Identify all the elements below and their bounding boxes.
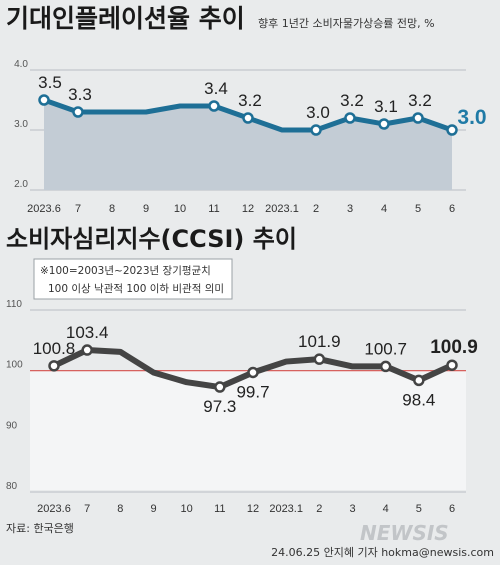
- chart1-xtick: 2023.1: [265, 203, 299, 215]
- chart1-xtick: 3: [347, 203, 353, 215]
- chart2-point: [313, 353, 326, 365]
- chart1-xtick: 12: [242, 203, 254, 215]
- chart1-title: 기대인플레이션율 추이: [6, 4, 245, 33]
- chart1-point: [208, 100, 220, 112]
- chart2-data-label: 100.7: [364, 339, 407, 358]
- chart1-xtick: 10: [174, 203, 186, 215]
- chart1-ytick: 2.0: [14, 179, 28, 190]
- chart2-xtick: 12: [247, 503, 259, 515]
- chart1-point: [344, 112, 356, 124]
- chart1-ytick: 4.0: [14, 59, 28, 70]
- chart1-point: [242, 112, 254, 124]
- chart2-xtick: 2023.6: [37, 503, 71, 515]
- chart2-title: 소비자심리지수(CCSI) 추이: [6, 225, 297, 253]
- chart1-ytick: 3.0: [14, 119, 28, 130]
- chart2-data-label: 99.7: [236, 382, 269, 401]
- chart1-data-label: 3.2: [408, 91, 432, 110]
- note-box: [33, 258, 233, 300]
- chart2-ytick: 100: [6, 360, 23, 371]
- chart2-plot: [30, 344, 466, 490]
- chart1-point: [446, 124, 458, 136]
- chart2-x-axis: 2023.6 7 8 9 10 11 12 2023.1 2 3 4 5 6: [37, 503, 455, 515]
- chart1-xtick: 2023.6: [27, 203, 61, 215]
- chart2-pessimism-band: [30, 370, 466, 490]
- chart1-point: [310, 124, 322, 136]
- chart1-data-label: 3.3: [68, 85, 92, 104]
- chart1-xtick: 6: [449, 203, 455, 215]
- chart1-xtick: 2: [313, 203, 319, 215]
- chart2-point: [413, 374, 425, 387]
- chart2-point: [81, 344, 93, 356]
- credit-text: 24.06.25 안지혜 기자 hokma@newsis.com: [271, 546, 494, 559]
- chart2-xtick: 6: [449, 503, 455, 515]
- chart2-xtick: 7: [84, 503, 90, 515]
- chart1-data-label: 3.0: [457, 106, 486, 129]
- chart1-xtick: 4: [381, 203, 387, 215]
- chart1-data-label: 3.0: [306, 103, 330, 122]
- chart2-data-label: 101.9: [298, 332, 341, 351]
- chart1-point: [412, 112, 424, 124]
- chart2-xtick: 4: [383, 503, 389, 515]
- chart2-point: [247, 366, 259, 379]
- chart1-data-label: 3.5: [38, 73, 62, 92]
- chart2-xtick: 9: [150, 503, 156, 515]
- chart2-xtick: 8: [117, 503, 123, 515]
- chart2-point: [379, 360, 392, 373]
- chart2-data-label: 100.8: [33, 339, 76, 358]
- note-line-1: ※100=2003년~2023년 장기평균치: [40, 265, 211, 277]
- chart1-xtick: 8: [109, 203, 115, 215]
- chart1-data-label: 3.2: [340, 91, 364, 110]
- chart2-ytick: 110: [6, 299, 22, 310]
- chart2-ytick: 90: [6, 420, 18, 431]
- chart2-xtick: 2: [316, 503, 322, 515]
- chart1-xtick: 7: [75, 203, 81, 215]
- chart1-point: [72, 106, 84, 118]
- chart2-xtick: 2023.1: [269, 503, 303, 515]
- chart2-ytick: 80: [6, 481, 18, 492]
- chart1-xtick: 5: [415, 203, 421, 215]
- chart2-data-label: 100.9: [430, 337, 478, 358]
- chart1-xtick: 11: [208, 203, 219, 215]
- chart2-xtick: 3: [349, 503, 355, 515]
- chart2-data-label: 98.4: [402, 390, 435, 409]
- note-line-2: 100 이상 낙관적 100 이하 비관적 의미: [48, 282, 224, 295]
- chart2-point: [48, 360, 60, 372]
- chart1-xtick: 9: [143, 203, 149, 215]
- chart2-point: [214, 381, 226, 393]
- chart2-data-label: 103.4: [66, 323, 109, 342]
- chart1-data-labels: 3.5 3.3 3.4 3.2 3.0 3.2 3.1 3.2 3.0: [38, 73, 486, 129]
- chart2-point: [446, 359, 458, 371]
- chart2-xtick: 11: [214, 503, 225, 515]
- chart1-point: [38, 94, 50, 106]
- chart1-plot: [38, 94, 458, 190]
- chart2-data-label: 97.3: [203, 397, 236, 416]
- chart1-data-label: 3.1: [374, 97, 398, 116]
- chart2-xtick: 5: [416, 503, 422, 515]
- chart2-xtick: 10: [181, 503, 193, 515]
- chart1-data-label: 3.4: [204, 79, 228, 98]
- chart1-data-label: 3.2: [238, 91, 262, 110]
- chart1-subtitle: 향후 1년간 소비자물가상승률 전망, %: [258, 17, 435, 30]
- watermark: NEWSIS: [360, 521, 449, 545]
- source-text: 자료: 한국은행: [6, 522, 74, 535]
- chart1-x-axis: 2023.6 7 8 9 10 11 12 2023.1 2 3 4 5 6: [27, 203, 455, 215]
- chart1-point: [378, 118, 390, 130]
